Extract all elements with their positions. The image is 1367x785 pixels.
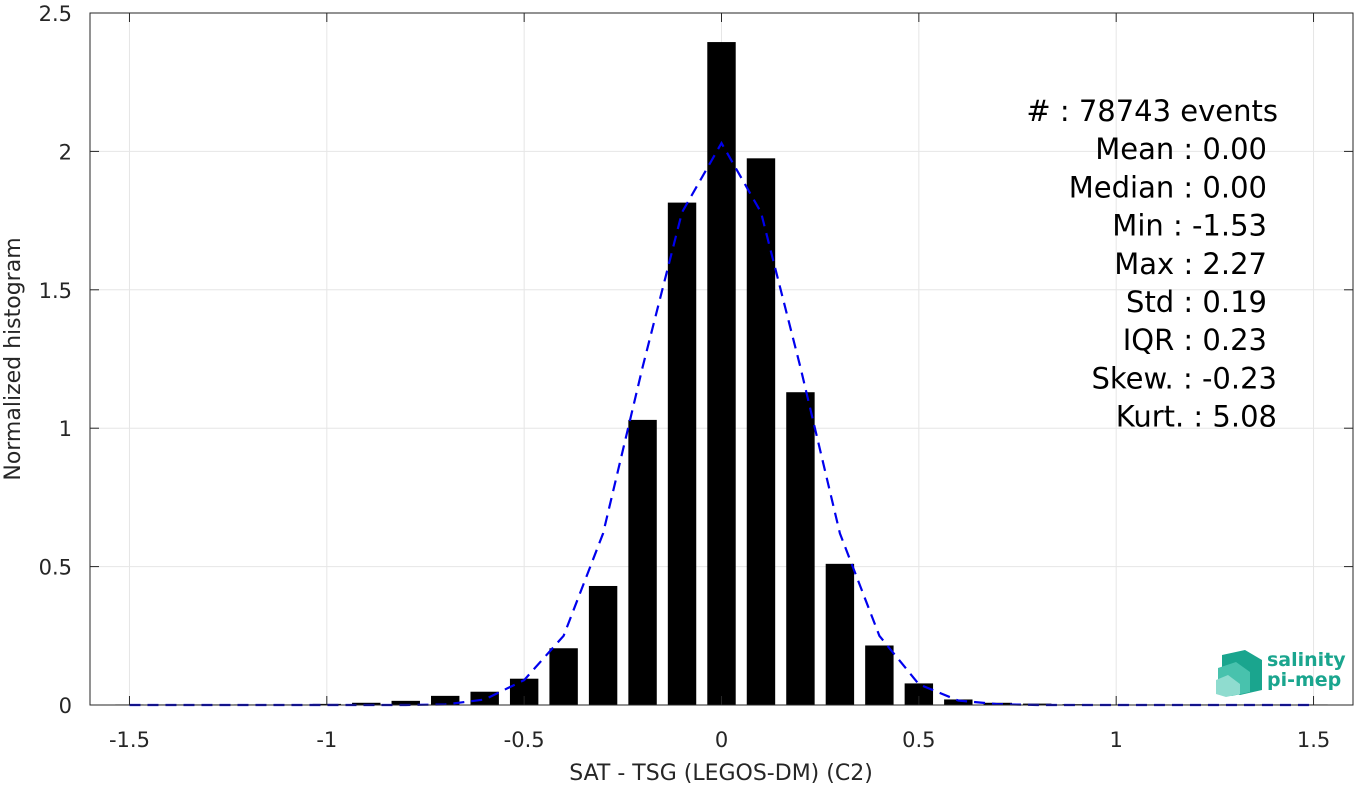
stat-line: Min : -1.53 bbox=[1112, 209, 1267, 243]
y-tick-label: 2 bbox=[59, 140, 72, 164]
x-tick-label: 1.5 bbox=[1297, 728, 1330, 752]
x-tick-label: -0.5 bbox=[504, 728, 545, 752]
histogram-bar bbox=[549, 648, 578, 705]
salinity-pimep-logo: salinity pi-mep bbox=[1216, 649, 1346, 697]
stat-line: Max : 2.27 bbox=[1114, 247, 1267, 281]
fit-curve bbox=[129, 140, 1314, 707]
y-axis-label: Normalized histogram bbox=[1, 237, 26, 480]
stat-line: Skew. : -0.23 bbox=[1091, 361, 1277, 395]
histogram-bar bbox=[352, 702, 381, 705]
y-tick-label: 2.5 bbox=[39, 2, 72, 26]
histogram-bar bbox=[944, 699, 973, 705]
histogram-bar bbox=[825, 563, 855, 705]
x-tick-label: -1.5 bbox=[109, 728, 150, 752]
logo-line-1: salinity bbox=[1267, 649, 1346, 671]
x-tick-label: 0.5 bbox=[902, 728, 935, 752]
stat-line: Kurt. : 5.08 bbox=[1116, 400, 1277, 434]
x-tick-label: 1 bbox=[1110, 728, 1123, 752]
histogram-bar bbox=[667, 202, 697, 705]
histogram-bar bbox=[588, 585, 618, 705]
x-tick-label: -1 bbox=[316, 728, 337, 752]
stat-line: Median : 0.00 bbox=[1069, 170, 1267, 204]
histogram-bar bbox=[746, 158, 776, 705]
stat-line: Std : 0.19 bbox=[1126, 285, 1267, 319]
stat-line: IQR : 0.23 bbox=[1123, 323, 1267, 357]
y-tick-label: 1.5 bbox=[39, 279, 72, 303]
stat-line: Mean : 0.00 bbox=[1095, 132, 1267, 166]
histogram-bar bbox=[628, 419, 657, 705]
histogram-bar bbox=[431, 695, 460, 705]
logo-icon bbox=[1216, 650, 1262, 697]
histogram-bars bbox=[115, 42, 1328, 705]
y-axis-ticks: 0 0.5 1 1.5 2 2.5 bbox=[39, 2, 1353, 718]
logo-line-2: pi-mep bbox=[1267, 669, 1341, 691]
x-axis-label: SAT - TSG (LEGOS-DM) (C2) bbox=[569, 761, 873, 785]
x-tick-label: 0 bbox=[715, 728, 728, 752]
y-tick-label: 0.5 bbox=[39, 556, 72, 580]
histogram-bar bbox=[707, 42, 736, 705]
x-axis-ticks: -1.5 -1 -0.5 0 0.5 1 1.5 bbox=[109, 13, 1330, 752]
stat-line: # : 78743 events bbox=[1026, 94, 1278, 128]
histogram-bar bbox=[391, 700, 420, 705]
histogram-bar bbox=[865, 645, 894, 705]
histogram-bar bbox=[904, 683, 934, 705]
histogram-bar bbox=[786, 392, 815, 705]
y-tick-label: 0 bbox=[59, 694, 72, 718]
y-tick-label: 1 bbox=[59, 417, 72, 441]
statistics-annotation: # : 78743 events Mean : 0.00 Median : 0.00… bbox=[1026, 94, 1278, 434]
